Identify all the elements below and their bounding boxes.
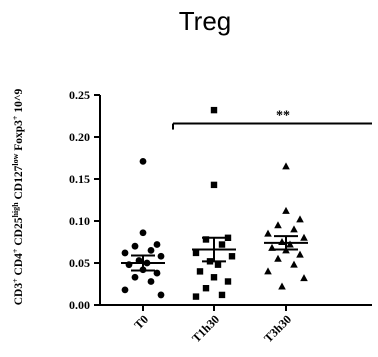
data-point (228, 253, 236, 260)
data-point (147, 278, 155, 285)
x-ticks: T0 T1h30 T3h30 (131, 305, 294, 345)
data-point (202, 236, 210, 243)
data-point (274, 254, 282, 262)
data-point (286, 240, 294, 248)
data-point (121, 249, 129, 257)
data-point (139, 157, 147, 165)
data-point (224, 234, 232, 241)
y-tick-label: 0.20 (69, 130, 90, 144)
y-tick-label: 0.25 (69, 88, 90, 102)
data-point (210, 106, 218, 114)
data-point (300, 233, 308, 241)
data-point (131, 242, 139, 250)
data-point (296, 250, 304, 258)
data-point (196, 268, 204, 275)
y-tick-label: 0.15 (69, 172, 90, 186)
mean-sem-bars (121, 235, 308, 272)
data-point (131, 273, 139, 281)
data-point (210, 181, 218, 189)
y-tick-label: 0.05 (69, 256, 90, 270)
y-ticks: 0.00 0.05 0.10 0.15 0.20 0.25 (69, 88, 100, 312)
y-tick-label: 0.10 (69, 214, 90, 228)
data-point (121, 286, 129, 294)
data-point (214, 261, 222, 268)
data-point (153, 269, 161, 277)
x-tick-label: T3h30 (261, 312, 294, 345)
chart-title: Treg (179, 6, 232, 36)
significance-label: ** (276, 109, 290, 124)
significance-annotation: ** (172, 109, 372, 130)
data-point (157, 291, 165, 299)
data-point (153, 241, 161, 248)
data-point (278, 238, 286, 245)
data-point (192, 249, 200, 257)
data-point (264, 229, 272, 237)
y-axis: 0.00 0.05 0.10 0.15 0.20 0.25 (69, 88, 101, 312)
data-point (278, 282, 286, 290)
x-axis: T0 T1h30 T3h30 (100, 304, 372, 345)
data-point (264, 267, 272, 275)
y-tick-label: 0.00 (69, 298, 90, 312)
data-point (192, 293, 200, 300)
data-point (147, 247, 155, 254)
data-point (224, 278, 232, 285)
data-point (296, 215, 304, 223)
data-point (139, 229, 147, 237)
data-point (268, 243, 276, 251)
data-point (218, 291, 226, 299)
data-point (210, 274, 218, 281)
data-point (218, 241, 226, 248)
data-point (290, 225, 298, 233)
data-point (274, 221, 282, 229)
data-point (282, 162, 290, 170)
y-axis-label: CD3+ CD4+ CD25high CD127low Foxp3+ 10^9 (11, 88, 26, 305)
data-point (290, 260, 298, 268)
x-tick-label: T0 (131, 312, 151, 332)
data-point (300, 274, 308, 282)
data-point (202, 285, 210, 292)
x-tick-label: T1h30 (189, 312, 222, 345)
data-point (282, 206, 290, 214)
data-point (157, 252, 165, 260)
